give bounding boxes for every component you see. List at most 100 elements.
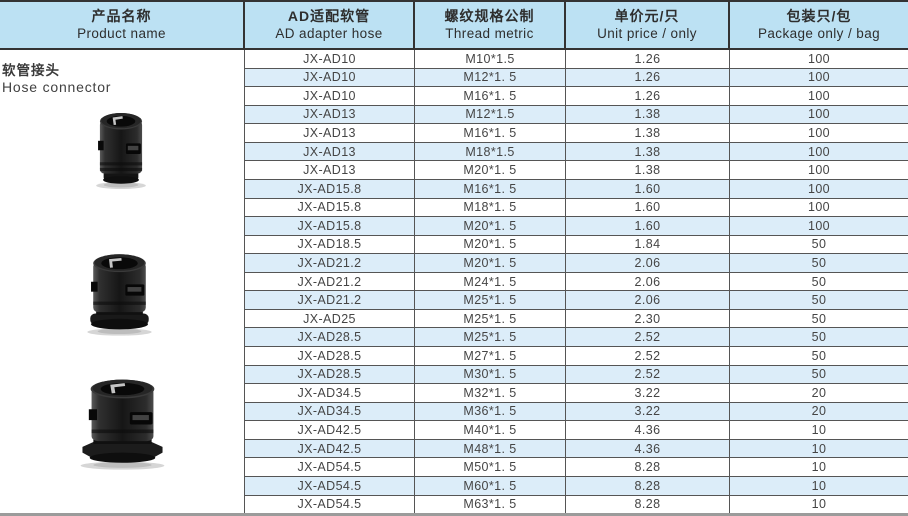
table-row: JX-AD28.5 M27*1. 5 2.52 50 xyxy=(245,347,908,366)
cell-package: 10 xyxy=(811,460,827,475)
cell-unit-price: 1.26 xyxy=(566,87,730,105)
cell-unit-price: 1.38 xyxy=(566,161,730,179)
cell-model: JX-AD25 xyxy=(245,309,415,328)
cell-thread-metric: M25*1. 5 xyxy=(415,328,566,346)
cell-unit-price: 8.28 xyxy=(566,495,730,513)
column-header-adapter-hose-cn: AD适配软管 xyxy=(287,8,371,24)
table-header: 产品名称 Product name AD适配软管 AD adapter hose… xyxy=(0,2,908,50)
product-title: 软管接头 Hose connector xyxy=(2,62,111,96)
cell-unit-price: 2.52 xyxy=(566,365,730,384)
cell-package: 10 xyxy=(811,423,827,438)
table-row: JX-AD28.5 M30*1. 5 2.52 50 xyxy=(245,365,908,385)
cell-package: 50 xyxy=(811,274,827,289)
column-header-adapter-hose: AD适配软管 AD adapter hose xyxy=(245,2,415,48)
cell-package: 10 xyxy=(811,441,827,456)
cell-package: 20 xyxy=(811,404,827,419)
cell-thread-metric: M12*1. 5 xyxy=(415,68,566,87)
cell-unit-price: 1.84 xyxy=(566,235,730,254)
cell-thread-metric: M25*1. 5 xyxy=(415,309,566,328)
column-header-product-name-cn: 产品名称 xyxy=(91,8,152,24)
cell-model: JX-AD34.5 xyxy=(245,384,415,402)
cell-unit-price: 1.38 xyxy=(566,142,730,161)
cell-package: 50 xyxy=(811,237,827,252)
column-header-product-name-en: Product name xyxy=(77,26,166,41)
cell-thread-metric: M10*1.5 xyxy=(415,50,566,68)
table-row: JX-AD42.5 M40*1. 5 4.36 10 xyxy=(245,421,908,440)
table-row: JX-AD13 M16*1. 5 1.38 100 xyxy=(245,124,908,143)
cell-model: JX-AD54.5 xyxy=(245,495,415,513)
cell-model: JX-AD10 xyxy=(245,50,415,68)
cell-model: JX-AD18.5 xyxy=(245,235,415,254)
cell-unit-price: 1.38 xyxy=(566,124,730,142)
cell-thread-metric: M20*1. 5 xyxy=(415,235,566,254)
cell-unit-price: 1.60 xyxy=(566,198,730,217)
cell-model: JX-AD34.5 xyxy=(245,402,415,421)
cell-unit-price: 2.30 xyxy=(566,309,730,328)
data-grid: JX-AD10 M10*1.5 1.26 100 JX-AD10 M12*1. … xyxy=(245,50,908,513)
cell-package: 50 xyxy=(811,293,827,308)
cell-model: JX-AD28.5 xyxy=(245,365,415,384)
table-row: JX-AD15.8 M18*1. 5 1.60 100 xyxy=(245,198,908,218)
cell-thread-metric: M20*1. 5 xyxy=(415,161,566,179)
cell-thread-metric: M16*1. 5 xyxy=(415,87,566,105)
cell-model: JX-AD54.5 xyxy=(245,476,415,495)
cell-model: JX-AD28.5 xyxy=(245,347,415,365)
cell-model: JX-AD42.5 xyxy=(245,439,415,458)
cell-unit-price: 8.28 xyxy=(566,458,730,476)
cell-model: JX-AD15.8 xyxy=(245,217,415,235)
cell-model: JX-AD13 xyxy=(245,105,415,124)
cell-unit-price: 2.52 xyxy=(566,347,730,365)
cell-thread-metric: M24*1. 5 xyxy=(415,272,566,291)
cell-model: JX-AD15.8 xyxy=(245,179,415,198)
cell-model: JX-AD54.5 xyxy=(245,458,415,476)
cell-thread-metric: M50*1. 5 xyxy=(415,458,566,476)
cell-package: 50 xyxy=(811,255,827,270)
column-header-unit-price-en: Unit price / only xyxy=(597,26,697,41)
cell-unit-price: 1.60 xyxy=(566,179,730,198)
cell-package: 10 xyxy=(811,478,827,493)
cell-package: 100 xyxy=(807,70,831,85)
column-header-unit-price-cn: 单价元/只 xyxy=(614,8,680,24)
cell-thread-metric: M40*1. 5 xyxy=(415,421,566,439)
cell-unit-price: 2.06 xyxy=(566,291,730,309)
table-row: JX-AD21.2 M24*1. 5 2.06 50 xyxy=(245,272,908,292)
table-row: JX-AD54.5 M60*1. 5 8.28 10 xyxy=(245,476,908,496)
column-header-thread-metric-cn: 螺纹规格公制 xyxy=(444,8,535,24)
product-title-en: Hose connector xyxy=(2,79,112,95)
hose-connector-photo-middle xyxy=(87,254,152,336)
cell-thread-metric: M16*1. 5 xyxy=(415,179,566,198)
table-row: JX-AD54.5 M63*1. 5 8.28 10 xyxy=(245,495,908,513)
column-header-package: 包装只/包 Package only / bag xyxy=(730,2,908,48)
cell-thread-metric: M18*1.5 xyxy=(415,142,566,161)
cell-package: 100 xyxy=(807,144,831,159)
cell-model: JX-AD13 xyxy=(245,124,415,142)
cell-thread-metric: M48*1. 5 xyxy=(415,439,566,458)
table-row: JX-AD10 M10*1.5 1.26 100 xyxy=(245,50,908,69)
cell-package: 50 xyxy=(811,311,827,326)
cell-model: JX-AD28.5 xyxy=(245,328,415,346)
cell-unit-price: 1.26 xyxy=(566,68,730,87)
table-row: JX-AD25 M25*1. 5 2.30 50 xyxy=(245,309,908,329)
table-row: JX-AD18.5 M20*1. 5 1.84 50 xyxy=(245,235,908,255)
product-title-cn: 软管接头 xyxy=(2,63,60,78)
table-row: JX-AD21.2 M25*1. 5 2.06 50 xyxy=(245,291,908,310)
cell-package: 100 xyxy=(807,107,831,122)
column-header-package-cn: 包装只/包 xyxy=(786,8,852,24)
cell-thread-metric: M63*1. 5 xyxy=(415,495,566,513)
cell-thread-metric: M20*1. 5 xyxy=(415,217,566,235)
product-column: 软管接头 Hose connector xyxy=(0,50,245,513)
column-header-adapter-hose-en: AD adapter hose xyxy=(275,26,383,41)
table-row: JX-AD54.5 M50*1. 5 8.28 10 xyxy=(245,458,908,477)
table-row: JX-AD10 M16*1. 5 1.26 100 xyxy=(245,87,908,106)
cell-thread-metric: M36*1. 5 xyxy=(415,402,566,421)
table-row: JX-AD13 M12*1.5 1.38 100 xyxy=(245,105,908,125)
cell-thread-metric: M12*1.5 xyxy=(415,105,566,124)
cell-unit-price: 4.36 xyxy=(566,421,730,439)
cell-model: JX-AD15.8 xyxy=(245,198,415,217)
cell-unit-price: 8.28 xyxy=(566,476,730,495)
cell-package: 100 xyxy=(807,218,831,233)
cell-model: JX-AD10 xyxy=(245,68,415,87)
column-header-package-en: Package only / bag xyxy=(757,26,881,41)
cell-unit-price: 2.06 xyxy=(566,254,730,272)
